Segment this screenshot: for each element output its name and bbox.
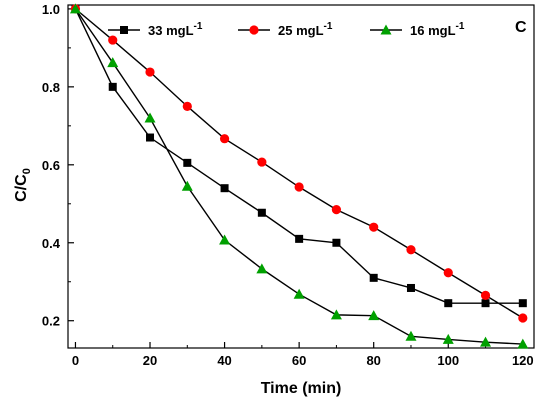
axis-ticks <box>68 8 524 348</box>
legend-marker <box>249 25 259 35</box>
data-point <box>368 310 380 321</box>
series-circle <box>70 4 528 323</box>
legend-item: 33 mgL-1 <box>108 21 203 38</box>
x-tick-label: 100 <box>437 353 459 368</box>
data-point <box>406 283 415 292</box>
data-point <box>108 35 118 45</box>
x-tick-labels: 0 20 40 60 80 100 120 <box>72 353 534 368</box>
data-point <box>219 134 230 144</box>
y-axis-title: C/C0 <box>13 168 33 202</box>
x-axis-title: Time (min) <box>261 380 342 397</box>
data-point <box>369 273 378 282</box>
legend-label-superscript: -1 <box>324 21 333 32</box>
data-point <box>69 3 81 14</box>
data-point <box>183 158 192 167</box>
y-tick-label: 0.8 <box>42 80 60 95</box>
legend: 33 mgL-1 25 mgL-1 16 mgL-1 <box>108 21 465 38</box>
data-point <box>444 299 453 308</box>
y-tick-label: 0.2 <box>42 314 60 329</box>
legend-label-main: 33 mgL <box>148 23 194 38</box>
data-point <box>108 82 117 91</box>
legend-label: 25 mgL-1 <box>278 21 333 38</box>
plot-area-frame <box>67 4 535 349</box>
series-layer <box>69 3 529 349</box>
legend-label-main: 16 mgL <box>410 23 456 38</box>
data-point <box>145 67 155 77</box>
y-tick-label: 0.4 <box>42 236 61 251</box>
legend-label-main: 25 mgL <box>278 23 324 38</box>
legend-label: 33 mgL-1 <box>148 21 203 38</box>
data-point <box>517 338 529 349</box>
data-point <box>518 313 528 323</box>
data-point <box>442 333 454 344</box>
x-tick-label: 40 <box>217 353 231 368</box>
legend-label: 16 mgL-1 <box>410 21 465 38</box>
x-tick-label: 20 <box>143 353 157 368</box>
data-point <box>332 238 341 247</box>
y-tick-label: 0.6 <box>42 158 60 173</box>
legend-label-superscript: -1 <box>456 21 465 32</box>
legend-item: 16 mgL-1 <box>370 21 465 38</box>
data-point <box>480 290 491 300</box>
data-point <box>220 184 229 193</box>
legend-item: 25 mgL-1 <box>238 21 333 38</box>
x-tick-label: 0 <box>72 353 79 368</box>
x-tick-label: 60 <box>292 353 306 368</box>
series-triangle <box>69 3 529 349</box>
data-point <box>181 180 193 191</box>
data-point <box>256 263 268 274</box>
x-tick-label: 80 <box>366 353 380 368</box>
data-point <box>331 205 342 215</box>
data-point <box>257 208 266 217</box>
legend-label-superscript: -1 <box>194 21 203 32</box>
data-point <box>405 330 417 341</box>
data-point <box>295 234 304 243</box>
data-point <box>294 182 304 192</box>
data-point <box>146 133 155 142</box>
data-point <box>219 234 231 245</box>
y-axis-title-main: C/C <box>13 174 30 202</box>
data-point <box>182 101 192 111</box>
data-point <box>443 268 453 278</box>
data-point <box>330 309 342 320</box>
data-point <box>406 245 416 255</box>
data-point <box>480 336 492 347</box>
data-point <box>481 299 490 308</box>
y-tick-label: 1.0 <box>42 2 60 17</box>
panel-label: C <box>515 19 527 36</box>
y-tick-labels: 0.2 0.4 0.6 0.8 1.0 <box>42 2 61 329</box>
data-point <box>518 299 527 308</box>
data-point <box>107 57 119 68</box>
data-point <box>369 222 379 232</box>
x-tick-label: 120 <box>512 353 534 368</box>
data-point <box>144 112 156 123</box>
legend-marker <box>380 24 392 35</box>
legend-marker <box>120 26 128 34</box>
data-point <box>293 288 305 299</box>
data-point <box>257 157 267 167</box>
y-axis-title-subscript: 0 <box>21 168 33 174</box>
